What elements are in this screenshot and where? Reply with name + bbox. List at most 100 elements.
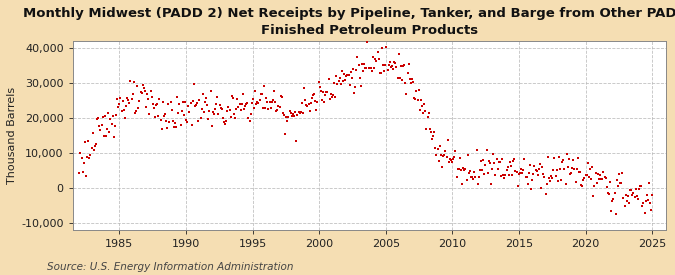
Point bbox=[589, 183, 600, 188]
Point bbox=[155, 117, 166, 122]
Point bbox=[423, 111, 434, 115]
Point bbox=[214, 103, 225, 107]
Point bbox=[579, 176, 590, 180]
Point bbox=[597, 177, 608, 181]
Point bbox=[331, 74, 342, 78]
Point bbox=[416, 98, 427, 102]
Point bbox=[279, 113, 290, 117]
Point bbox=[370, 56, 381, 61]
Point bbox=[574, 170, 585, 174]
Point bbox=[354, 76, 365, 80]
Point bbox=[288, 112, 298, 116]
Point bbox=[97, 115, 108, 119]
Point bbox=[128, 91, 138, 96]
Point bbox=[448, 157, 458, 162]
Point bbox=[107, 114, 118, 119]
Point bbox=[581, 173, 592, 177]
Point bbox=[379, 69, 389, 73]
Point bbox=[560, 182, 571, 186]
Point bbox=[641, 199, 651, 203]
Point bbox=[389, 60, 400, 64]
Point bbox=[401, 92, 412, 96]
Point bbox=[596, 177, 607, 181]
Point bbox=[175, 123, 186, 127]
Point bbox=[115, 95, 126, 100]
Point bbox=[290, 110, 300, 114]
Point bbox=[245, 111, 256, 116]
Point bbox=[103, 111, 113, 116]
Point bbox=[321, 89, 331, 94]
Point bbox=[231, 107, 242, 111]
Point bbox=[275, 94, 286, 98]
Point bbox=[414, 108, 425, 112]
Point bbox=[80, 139, 90, 144]
Point bbox=[545, 174, 556, 178]
Point bbox=[178, 113, 189, 117]
Point bbox=[334, 76, 345, 81]
Point bbox=[514, 171, 525, 176]
Point bbox=[564, 172, 575, 176]
Point bbox=[478, 158, 489, 162]
Point bbox=[329, 81, 340, 85]
Point bbox=[202, 102, 213, 107]
Point bbox=[113, 105, 124, 109]
Point bbox=[450, 148, 461, 153]
Point bbox=[422, 115, 433, 119]
Point bbox=[425, 130, 436, 135]
Point bbox=[437, 165, 448, 169]
Title: Monthly Midwest (PADD 2) Net Receipts by Pipeline, Tanker, and Barge from Other : Monthly Midwest (PADD 2) Net Receipts by… bbox=[23, 7, 675, 37]
Point bbox=[556, 178, 566, 182]
Point bbox=[217, 116, 228, 120]
Point bbox=[555, 167, 566, 171]
Point bbox=[94, 124, 105, 129]
Point bbox=[622, 199, 632, 203]
Point bbox=[219, 120, 230, 125]
Point bbox=[406, 81, 416, 85]
Point bbox=[333, 79, 344, 83]
Point bbox=[600, 175, 611, 180]
Point bbox=[500, 173, 511, 177]
Point bbox=[361, 66, 372, 71]
Point bbox=[267, 100, 277, 104]
Point bbox=[192, 101, 202, 106]
Point bbox=[380, 63, 391, 67]
Point bbox=[310, 98, 321, 103]
Point bbox=[522, 182, 533, 186]
Point bbox=[547, 176, 558, 180]
Point bbox=[90, 144, 101, 148]
Point bbox=[200, 100, 211, 104]
Point bbox=[338, 79, 348, 84]
Point bbox=[186, 123, 197, 127]
Point bbox=[90, 142, 101, 147]
Point bbox=[411, 89, 422, 93]
Point bbox=[198, 110, 209, 114]
Point bbox=[176, 109, 187, 114]
Point bbox=[591, 181, 602, 185]
Point bbox=[418, 111, 429, 115]
Point bbox=[512, 184, 523, 188]
Point bbox=[470, 174, 481, 179]
Point bbox=[84, 156, 95, 160]
Point bbox=[495, 174, 506, 178]
Point bbox=[317, 97, 327, 102]
Point bbox=[576, 182, 587, 187]
Point bbox=[442, 138, 453, 142]
Point bbox=[346, 70, 356, 74]
Point bbox=[387, 64, 398, 68]
Point bbox=[514, 172, 524, 176]
Point bbox=[114, 102, 125, 106]
Point bbox=[358, 62, 369, 67]
Point bbox=[292, 112, 303, 117]
Point bbox=[243, 116, 254, 120]
Point bbox=[578, 178, 589, 182]
Point bbox=[305, 100, 316, 105]
Point bbox=[509, 157, 520, 161]
Point bbox=[504, 160, 515, 164]
Point bbox=[634, 184, 645, 188]
Point bbox=[412, 98, 423, 102]
Point bbox=[223, 104, 234, 109]
Point bbox=[595, 173, 605, 177]
Point bbox=[188, 99, 198, 103]
Point bbox=[632, 197, 643, 201]
Point bbox=[363, 65, 374, 70]
